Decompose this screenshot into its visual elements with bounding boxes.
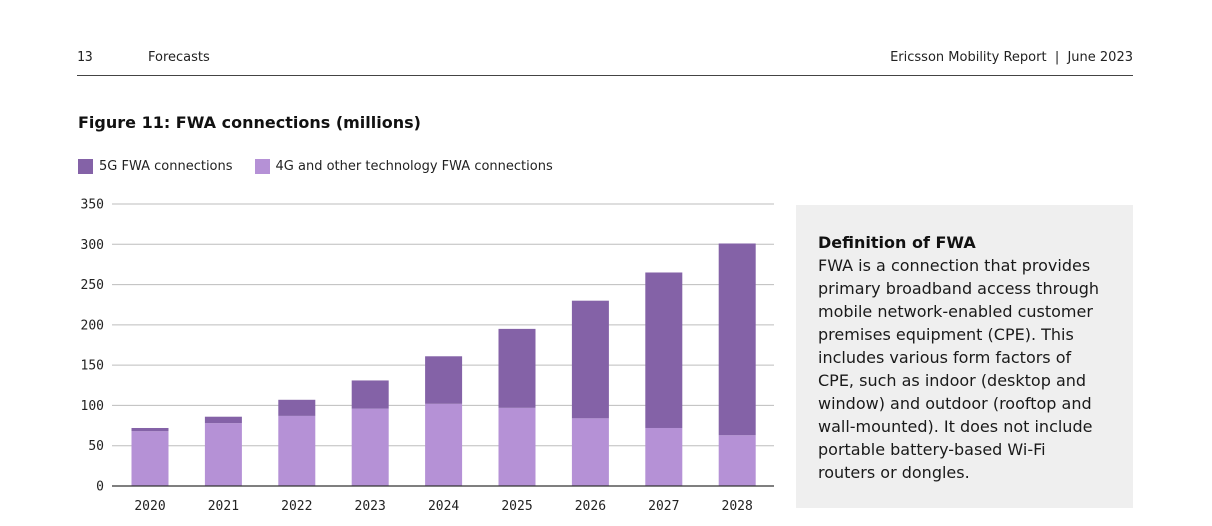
bar-segment-5g <box>351 380 389 409</box>
page-number: 13 <box>77 50 93 65</box>
figure-title: Figure 11: FWA connections (millions) <box>78 113 421 132</box>
x-tick-label: 2027 <box>648 499 679 514</box>
x-tick-label: 2023 <box>355 499 386 514</box>
y-tick-label: 150 <box>81 359 104 374</box>
legend-swatch-4g <box>254 159 270 174</box>
definition-text: FWA is a connection that provides primar… <box>818 254 1111 484</box>
bar-segment-5g <box>425 356 463 404</box>
bar-segment-5g <box>645 272 683 428</box>
chart-legend: 5G FWA connections 4G and other technolo… <box>78 159 575 174</box>
fwa-bar-chart: 0 50 100 150 200 250 300 350 2020 2021 2022 2023 202… <box>81 198 774 514</box>
definition-line: CPE, such as indoor (desktop and <box>818 371 1087 390</box>
definition-box: Definition of FWA FWA is a connection th… <box>796 205 1133 508</box>
y-tick-label: 200 <box>81 318 104 333</box>
legend-swatch-5g <box>78 159 93 174</box>
x-tick-label: 2020 <box>134 499 165 514</box>
x-tick-label: 2024 <box>428 499 459 514</box>
y-tick-label: 250 <box>81 278 104 293</box>
definition-line: window) and outdoor (rooftop and <box>818 394 1092 413</box>
x-tick-label: 2025 <box>501 499 532 514</box>
bar-segment-4g <box>571 418 609 486</box>
bar-segment-4g <box>204 423 242 486</box>
header-divider <box>77 75 1133 76</box>
definition-line: premises equipment (CPE). This <box>818 325 1074 344</box>
definition-line: FWA is a connection that provides <box>818 256 1091 275</box>
bar-segment-5g <box>278 399 316 416</box>
legend-item-4g: 4G and other technology FWA connections <box>254 159 553 174</box>
x-tick-label: 2022 <box>281 499 312 514</box>
bar-segment-4g <box>718 435 756 486</box>
y-tick-label: 50 <box>88 439 104 454</box>
legend-item-5g: 5G FWA connections <box>78 159 233 174</box>
bar-segment-5g <box>498 328 536 408</box>
bar-segment-5g <box>131 427 169 432</box>
definition-line: includes various form factors of <box>818 348 1072 367</box>
definition-line: wall-mounted). It does not include <box>818 417 1093 436</box>
legend-label-4g: 4G and other technology FWA connections <box>275 159 553 174</box>
bar-segment-4g <box>131 431 169 486</box>
bar-segment-4g <box>278 415 316 486</box>
y-tick-label: 100 <box>81 399 104 414</box>
y-tick-label: 350 <box>81 198 104 213</box>
bar-segment-4g <box>425 403 463 486</box>
x-tick-label: 2026 <box>575 499 606 514</box>
report-title: Ericsson Mobility Report | June 2023 <box>890 50 1133 65</box>
bar-segment-5g <box>204 416 242 424</box>
bar-segment-5g <box>571 300 609 419</box>
definition-line: portable battery-based Wi-Fi <box>818 440 1046 459</box>
definition-title: Definition of FWA <box>818 233 976 252</box>
y-tick-label: 0 <box>96 480 104 495</box>
x-tick-label: 2021 <box>208 499 239 514</box>
definition-line: routers or dongles. <box>818 463 970 482</box>
legend-label-5g: 5G FWA connections <box>99 159 233 174</box>
x-tick-label: 2028 <box>722 499 753 514</box>
bar-segment-4g <box>498 407 536 486</box>
section-name: Forecasts <box>148 50 210 65</box>
bar-segment-5g <box>718 243 756 436</box>
y-tick-label: 300 <box>81 238 104 253</box>
bar-segment-4g <box>351 408 389 486</box>
bar-segment-4g <box>645 427 683 486</box>
definition-line: primary broadband access through <box>818 279 1100 298</box>
definition-line: mobile network-enabled customer <box>818 302 1093 321</box>
